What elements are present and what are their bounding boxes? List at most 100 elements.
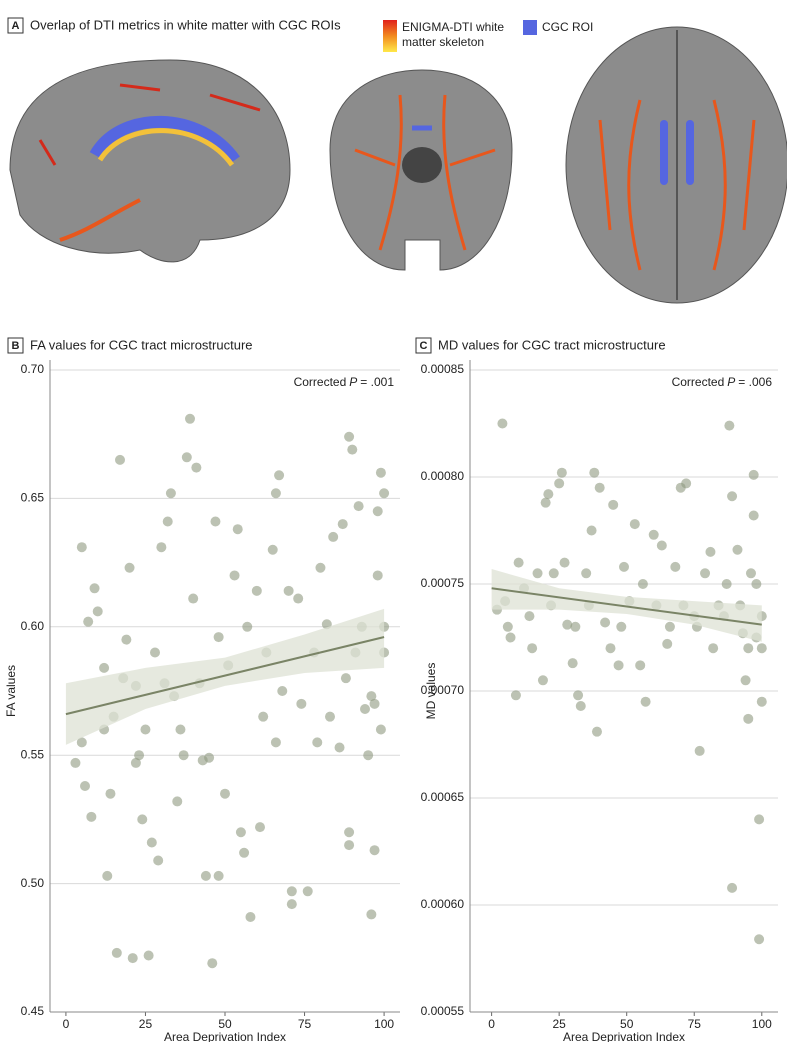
scatter-point <box>207 958 218 969</box>
scatter-point <box>185 413 195 424</box>
annotation-part: Corrected <box>294 375 347 389</box>
scatter-point <box>191 462 202 473</box>
scatter-point <box>694 745 705 756</box>
y-tick-label: 0.00085 <box>421 362 465 376</box>
scatter-point <box>83 616 94 627</box>
scatter-point <box>70 757 81 768</box>
scatter-point <box>372 506 383 517</box>
axial-brain <box>565 26 787 304</box>
scatter-point <box>197 755 208 766</box>
x-tick-label: 75 <box>688 1017 702 1031</box>
scatter-point <box>372 570 383 581</box>
scatter-point <box>283 585 294 596</box>
panel-letter: C <box>420 340 428 352</box>
annotation-part: Corrected <box>672 375 725 389</box>
y-tick-label: 0.55 <box>21 747 45 761</box>
annotation-part: = .001 <box>360 375 394 389</box>
scatter-point <box>80 781 90 792</box>
scatter-point <box>277 686 288 696</box>
scatter-point <box>543 489 554 500</box>
scatter-point <box>315 562 326 573</box>
scatter-point <box>251 585 262 596</box>
scatter-point <box>296 698 307 709</box>
fit-line <box>65 636 385 716</box>
scatter-point <box>727 882 738 893</box>
legend-label: ENIGMA-DTI white <box>402 20 504 34</box>
scatter-point <box>150 647 160 658</box>
coronal-brain <box>329 69 513 271</box>
x-axis-label: Area Deprivation Index <box>164 1030 286 1042</box>
scatter-point <box>162 516 173 527</box>
scatter-point <box>721 579 732 589</box>
scatter-point <box>334 742 345 753</box>
scatter-point <box>748 469 759 480</box>
scatter-point <box>188 593 199 604</box>
scatter-point <box>213 870 224 881</box>
scatter-point <box>754 934 765 945</box>
scatter-point <box>242 621 253 632</box>
scatter-point <box>124 562 135 573</box>
scatter-point <box>86 811 97 822</box>
scatter-point <box>756 696 767 707</box>
scatter-point <box>556 467 567 478</box>
scatter-point <box>745 568 756 579</box>
scatter-point <box>379 488 390 499</box>
scatter-point <box>347 444 358 455</box>
scatter-point <box>366 909 377 920</box>
y-axis-label: MD values <box>424 663 438 720</box>
scatter-point <box>589 467 600 478</box>
x-axis-label: Area Deprivation Index <box>563 1030 685 1042</box>
scatter-point <box>559 557 570 568</box>
scatter-point <box>369 845 380 856</box>
y-tick-label: 0.45 <box>21 1004 45 1018</box>
scatter-point <box>99 662 110 673</box>
scatter-point <box>497 418 508 429</box>
scatter-point <box>700 568 711 579</box>
scatter-point <box>172 796 183 807</box>
scatter-point <box>656 540 667 551</box>
scatter-point <box>756 643 767 654</box>
scatter-point <box>146 837 157 848</box>
scatter-point <box>727 491 738 502</box>
scatter-point <box>175 724 186 735</box>
scatter-point <box>115 454 125 465</box>
scatter-point <box>344 827 355 838</box>
y-tick-label: 0.60 <box>21 619 45 633</box>
scatter-point <box>640 696 651 707</box>
scatter-point <box>705 546 716 557</box>
annotation-part: P <box>349 375 357 389</box>
panel-letter-box <box>7 337 24 354</box>
scatter-point <box>220 788 230 799</box>
scatter-point <box>724 420 735 431</box>
x-tick-label: 100 <box>752 1017 772 1031</box>
confidence-band <box>491 569 762 642</box>
scatter-point <box>267 544 278 555</box>
scatter-point <box>286 886 297 897</box>
scatter-point <box>510 690 521 701</box>
scatter-point <box>670 561 681 572</box>
scatter-point <box>293 593 304 604</box>
scatter-point <box>613 660 624 671</box>
legend-swatch <box>523 20 537 35</box>
scatter-point <box>239 847 250 858</box>
scatter-point <box>635 660 646 671</box>
scatter-point <box>754 814 765 825</box>
y-tick-label: 0.00065 <box>421 790 465 804</box>
scatter-point <box>232 524 243 535</box>
x-tick-label: 50 <box>218 1017 232 1031</box>
scatter-point <box>637 579 648 589</box>
scatter-point <box>134 750 145 761</box>
legend-swatch <box>383 20 397 52</box>
scatter-point <box>210 516 221 527</box>
scatter-point <box>532 568 543 579</box>
fit-line <box>491 587 762 626</box>
scatter-point <box>581 568 592 579</box>
panel-title: MD values for CGC tract microstructure <box>438 337 666 352</box>
annotation-part: = .006 <box>738 375 772 389</box>
scatter-point <box>567 658 578 669</box>
scatter-point <box>344 431 355 442</box>
scatter-point <box>573 690 584 701</box>
scatter-point <box>608 499 619 510</box>
scatter-point <box>605 643 616 654</box>
